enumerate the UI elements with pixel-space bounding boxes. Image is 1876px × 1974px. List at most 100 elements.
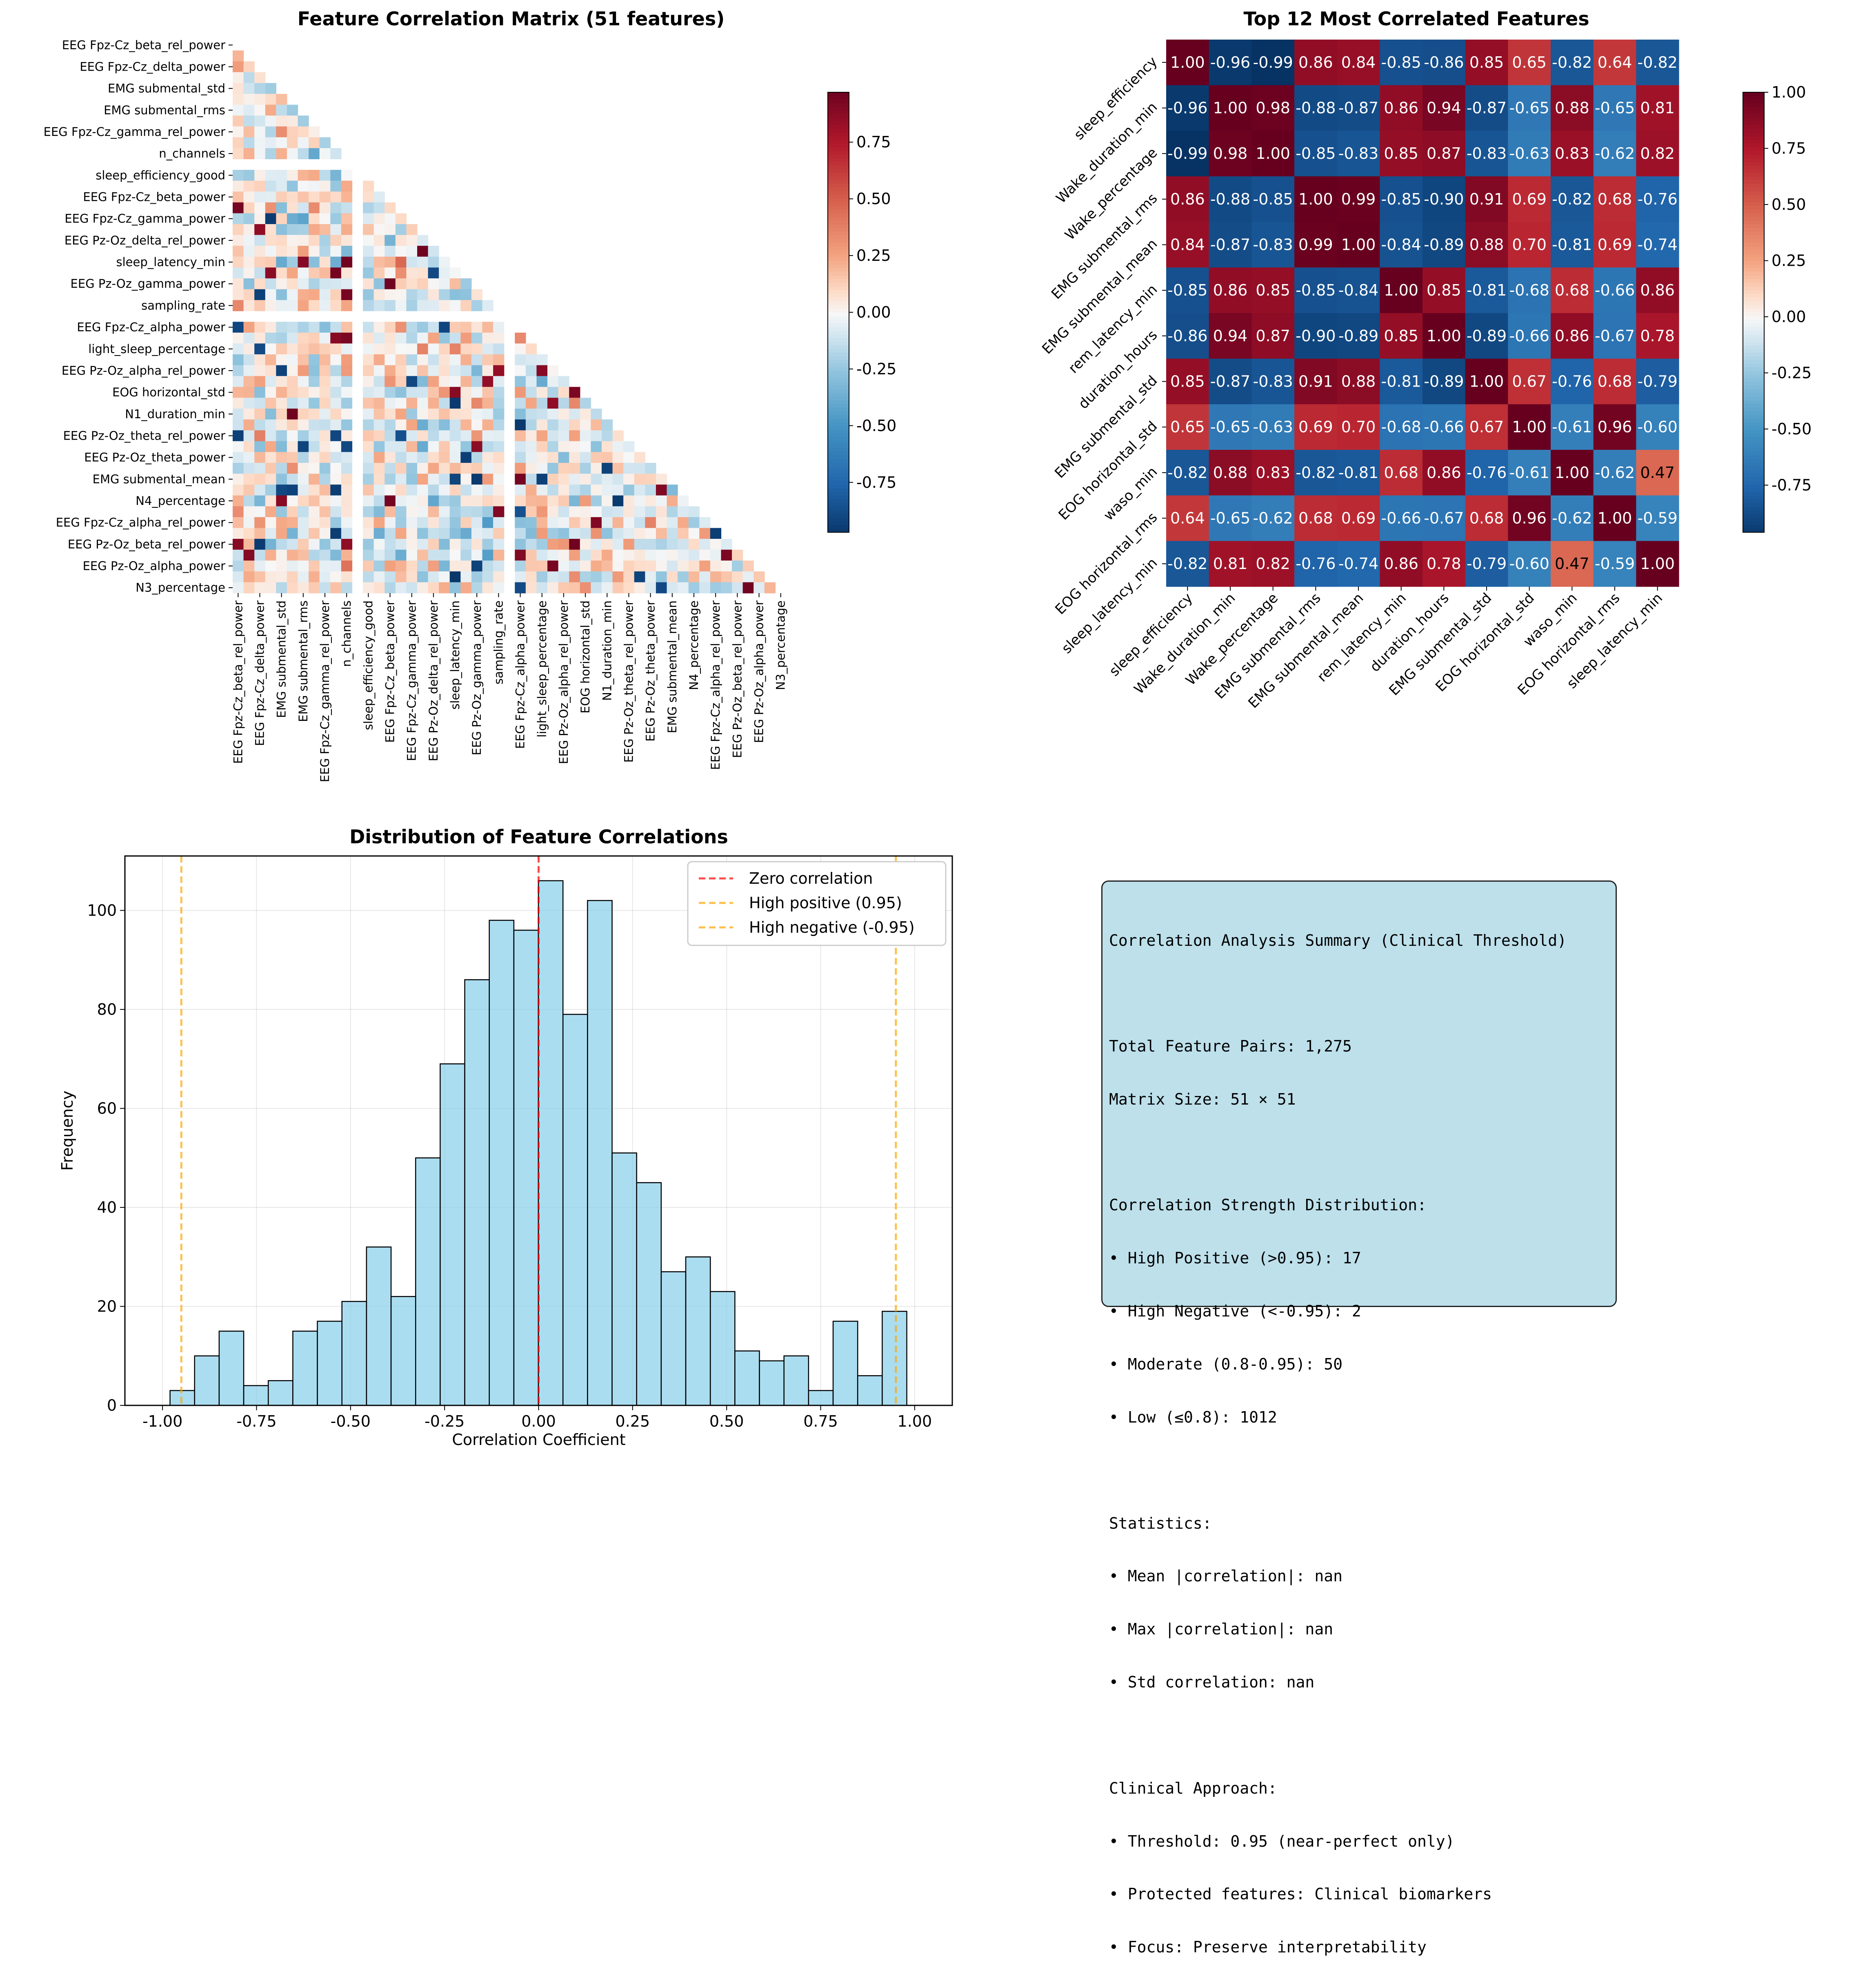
- matrix-cell: [536, 528, 548, 539]
- top12-cell: [1166, 358, 1209, 405]
- matrix-cell: [482, 560, 493, 572]
- colorbar-segment: [1743, 202, 1764, 207]
- matrix-cell: [309, 539, 320, 550]
- matrix-cell: [449, 539, 461, 550]
- matrix-cell: [373, 485, 385, 496]
- top12-cell: [1166, 85, 1209, 131]
- colorbar-tick-label: -0.50: [856, 417, 896, 435]
- matrix-cell: [319, 549, 331, 561]
- top12-cell: [1465, 85, 1508, 131]
- matrix-cell: [243, 104, 255, 116]
- matrix-cell: [678, 528, 689, 539]
- colorbar-segment: [828, 136, 849, 140]
- matrix-cell: [373, 191, 385, 203]
- top12-cell-label: 0.91: [1469, 190, 1504, 208]
- matrix-cell: [460, 560, 472, 572]
- matrix-cell: [233, 104, 244, 116]
- matrix-cell: [341, 441, 353, 452]
- colorbar-segment: [1743, 154, 1764, 159]
- matrix-cell: [471, 441, 483, 452]
- matrix-cell: [243, 61, 255, 73]
- top12-cell: [1380, 541, 1423, 587]
- top12-cell: [1465, 131, 1508, 177]
- matrix-cell: [341, 278, 353, 290]
- hist-bar: [611, 1152, 637, 1406]
- matrix-cell: [385, 582, 396, 594]
- matrix-cell: [460, 506, 472, 518]
- matrix-cell: [482, 473, 493, 485]
- matrix-cell: [233, 452, 244, 463]
- matrix-cell: [363, 202, 374, 214]
- matrix-cell: [417, 246, 429, 257]
- top12-cell: [1593, 267, 1636, 313]
- colorbar-segment: [828, 426, 849, 430]
- matrix-cell: [373, 409, 385, 420]
- top12-cell-label: 0.83: [1256, 464, 1290, 482]
- matrix-cell: [460, 365, 472, 376]
- top12-cell: [1508, 404, 1551, 450]
- matrix-cell: [591, 560, 602, 572]
- colorbar-tick-label: -0.75: [856, 473, 896, 491]
- matrix-cell: [525, 560, 537, 572]
- hist-ticks: -1.00 -0.75 -0.50 -0.25 0.00 0.25 0.50 0.75 1.00…: [87, 901, 932, 1430]
- matrix-cell: [699, 517, 711, 529]
- matrix-cell: [428, 267, 439, 279]
- matrix-cell: [439, 376, 450, 387]
- matrix-cell: [373, 517, 385, 529]
- top12-cell: [1294, 267, 1338, 313]
- top12-cell: [1465, 541, 1508, 587]
- matrix-cell: [233, 517, 244, 529]
- colorbar-segment: [828, 378, 849, 382]
- matrix-cell: [428, 376, 439, 387]
- matrix-cell: [233, 61, 244, 73]
- matrix-ytick-label: EEG Fpz-Cz_alpha_rel_power: [56, 516, 225, 529]
- matrix-cell: [547, 517, 559, 529]
- top12-cell-label: -0.82: [1552, 190, 1592, 208]
- matrix-cell: [417, 332, 429, 344]
- colorbar-segment: [1743, 261, 1764, 265]
- matrix-cell: [482, 409, 493, 420]
- matrix-cell: [287, 300, 298, 311]
- colorbar-segment: [828, 437, 849, 441]
- matrix-cell: [460, 430, 472, 442]
- matrix-cell: [233, 560, 244, 572]
- hist-bar: [440, 1063, 465, 1406]
- matrix-cell: [547, 376, 559, 387]
- matrix-cell: [309, 256, 320, 268]
- matrix-cell: [591, 571, 602, 583]
- matrix-cell: [471, 398, 483, 409]
- top12-cell: [1508, 267, 1551, 313]
- matrix-cell: [612, 452, 624, 463]
- matrix-cell: [645, 571, 656, 583]
- matrix-cell: [254, 278, 266, 290]
- colorbar-segment: [1743, 371, 1764, 375]
- matrix-cell: [373, 365, 385, 376]
- matrix-cell: [309, 452, 320, 463]
- matrix-cell: [525, 387, 537, 398]
- matrix-cell: [341, 191, 353, 203]
- matrix-cell: [287, 409, 298, 420]
- matrix-cell: [645, 560, 656, 572]
- matrix-cell: [417, 452, 429, 463]
- top12-cell: [1251, 495, 1295, 541]
- matrix-cell: [449, 267, 461, 279]
- top12-cell: [1251, 40, 1295, 86]
- matrix-cell: [395, 332, 407, 344]
- matrix-cell: [373, 256, 385, 268]
- matrix-cell: [395, 582, 407, 594]
- colorbar-segment: [828, 129, 849, 133]
- matrix-cell: [612, 506, 624, 518]
- matrix-cell: [580, 430, 591, 442]
- matrix-cell: [265, 452, 276, 463]
- matrix-cell: [287, 571, 298, 583]
- matrix-cell: [287, 289, 298, 300]
- matrix-cell: [591, 430, 602, 442]
- matrix-cell: [330, 213, 342, 225]
- matrix-cell: [363, 289, 374, 300]
- matrix-cell: [395, 376, 407, 387]
- top12-cell: [1294, 404, 1338, 450]
- matrix-ytick-label: N4_percentage: [136, 494, 225, 508]
- matrix-cell: [460, 332, 472, 344]
- matrix-cell: [265, 170, 276, 181]
- matrix-cell: [536, 409, 548, 420]
